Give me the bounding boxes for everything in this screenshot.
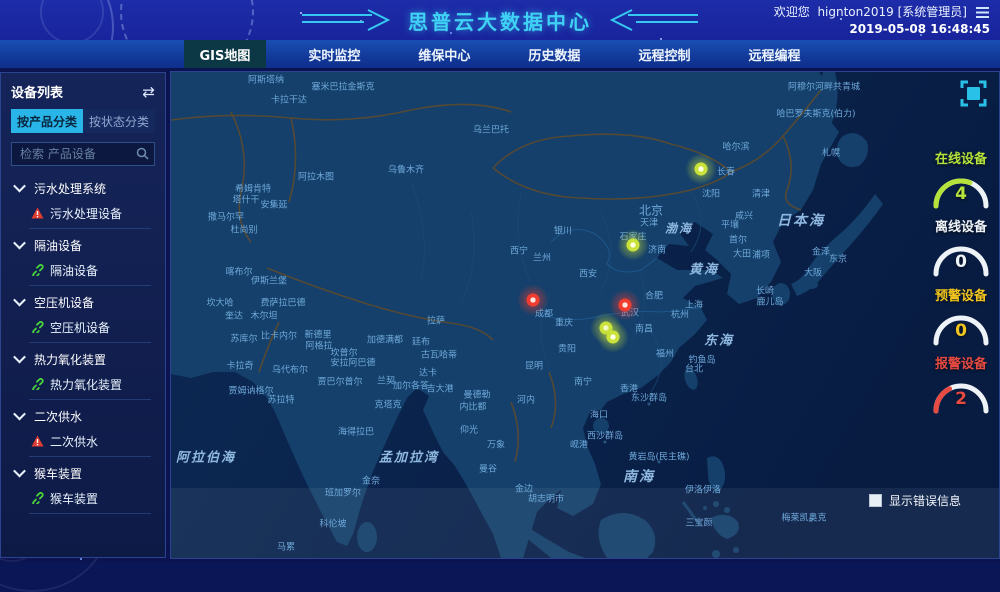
menu-icon[interactable] [975,6,990,19]
nav-tab[interactable]: 远程控制 [638,48,691,64]
chevron-down-icon [13,236,26,250]
tree-device-label: 猴车装置 [50,491,99,506]
device-marker-online[interactable] [615,227,651,263]
tree-group[interactable]: 二次供水 [11,404,155,429]
chevron-down-icon [13,407,26,421]
gauge-label: 离线设备 [934,220,987,235]
title-left-bracket-icon [302,9,391,31]
chevron-down-icon [13,179,26,193]
device-marker-online[interactable] [595,319,631,355]
link-icon [32,378,44,390]
gauge-label: 报警设备 [934,357,987,372]
tree-group-label: 热力氧化装置 [34,353,107,367]
chevron-down-icon [13,350,26,364]
tree-divider [29,228,151,229]
tree-group-label: 二次供水 [34,410,83,424]
tree-group[interactable]: 隔油设备 [11,233,155,258]
gauge-label: 在线设备 [934,152,987,167]
welcome-text: 欢迎您 hignton2019 [系统管理员] [773,5,967,19]
tree-group[interactable]: 热力氧化装置 [11,347,155,372]
nav-tab[interactable]: 历史数据 [528,48,581,64]
gauge-value: 0 [955,252,967,272]
device-marker-alarm[interactable] [515,282,551,318]
device-marker-alarm[interactable] [607,287,643,323]
checkbox-box[interactable] [868,494,882,507]
gauge-arc: 2 [923,375,999,419]
username: hignton2019 [817,5,894,19]
tree-device-item[interactable]: 污水处理设备 [11,201,155,225]
collapse-panel-icon[interactable]: ⇄ [142,82,155,101]
chevron-down-icon [13,464,26,478]
nav-tab[interactable]: 远程编程 [748,48,801,64]
tree-divider [29,342,151,343]
gis-map[interactable]: 阿斯塔纳 塞米巴拉金斯克 卡拉干达 阿拉木图 乌鲁木齐 希姆肯特 塔什干 安集延 撒马尔罕 杜尚别… [170,71,1000,559]
fullscreen-icon[interactable] [960,80,987,107]
tree-device-label: 隔油设备 [50,263,99,278]
main-nav: GIS地图 实时监控 维保中心 历史数据 远程控制 远程编程 [0,39,1000,69]
gauge-arc: 4 [923,170,999,214]
warning-icon [31,207,44,219]
gauge-value: 4 [955,184,967,204]
gauge-arc: 0 [923,307,999,351]
tree-device-item[interactable]: 空压机设备 [11,315,155,339]
tree-group[interactable]: 空压机设备 [11,290,155,315]
tree-device-item[interactable]: 隔油设备 [11,258,155,282]
tree-device-label: 二次供水 [50,434,99,449]
gauge-arc: 0 [923,238,999,282]
device-marker-online[interactable] [683,151,719,187]
sidebar-classify-tab[interactable]: 按产品分类 [11,109,83,133]
tree-device-item[interactable]: 猴车装置 [11,486,155,510]
tree-divider [29,399,151,400]
nav-tab[interactable]: 维保中心 [418,48,471,64]
checkbox-label: 显示错误信息 [888,494,961,508]
tree-group-label: 猴车装置 [34,467,83,481]
deco-stars [300,12,302,14]
gauge-warning: 预警设备 0 [923,285,999,351]
datetime: 2019-05-08 16:48:45 [849,22,990,36]
tree-group-label: 污水处理系统 [34,182,107,196]
tree-divider [29,456,151,457]
search-input[interactable] [11,142,155,166]
map-bottom-shade [171,488,999,558]
link-icon [32,264,44,276]
chevron-down-icon [13,293,26,307]
gauge-value: 0 [955,321,967,341]
tree-device-item[interactable]: 热力氧化装置 [11,372,155,396]
link-icon [32,492,44,504]
map-canvas [171,72,999,558]
tree-group-label: 空压机设备 [34,296,95,310]
nav-tab[interactable]: GIS地图 [183,39,267,69]
gauge-label: 预警设备 [934,289,987,304]
link-icon [32,321,44,333]
show-errors-checkbox[interactable]: 显示错误信息 [868,492,961,509]
warning-icon [31,435,44,447]
page-title: 思普云大数据中心 [408,9,592,34]
gauge-online: 在线设备 4 [923,148,999,214]
title-right-bracket-icon [609,9,698,31]
tree-divider [29,285,151,286]
user-role: [系统管理员] [897,5,967,19]
tree-device-label: 污水处理设备 [50,206,123,221]
tree-group[interactable]: 猴车装置 [11,461,155,486]
gauge-value: 2 [955,389,967,409]
device-list-title: 设备列表 [11,86,64,101]
tree-group-label: 隔油设备 [34,239,83,253]
tree-device-label: 空压机设备 [50,320,111,335]
tree-device-item[interactable]: 二次供水 [11,429,155,453]
nav-tab[interactable]: 实时监控 [308,48,361,64]
search-icon [136,147,149,160]
tree-device-label: 热力氧化装置 [50,377,123,392]
tree-group[interactable]: 污水处理系统 [11,176,155,201]
deco-circle [0,0,114,40]
sidebar-classify-tab[interactable]: 按状态分类 [83,109,155,133]
tree-divider [29,513,151,514]
gauge-offline: 离线设备 0 [923,216,999,282]
app-header: 思普云大数据中心 欢迎您 hignton2019 [系统管理员] 2019-05… [0,0,1000,40]
deco-circle [120,0,254,40]
gauge-alarm: 报警设备 2 [923,353,999,419]
